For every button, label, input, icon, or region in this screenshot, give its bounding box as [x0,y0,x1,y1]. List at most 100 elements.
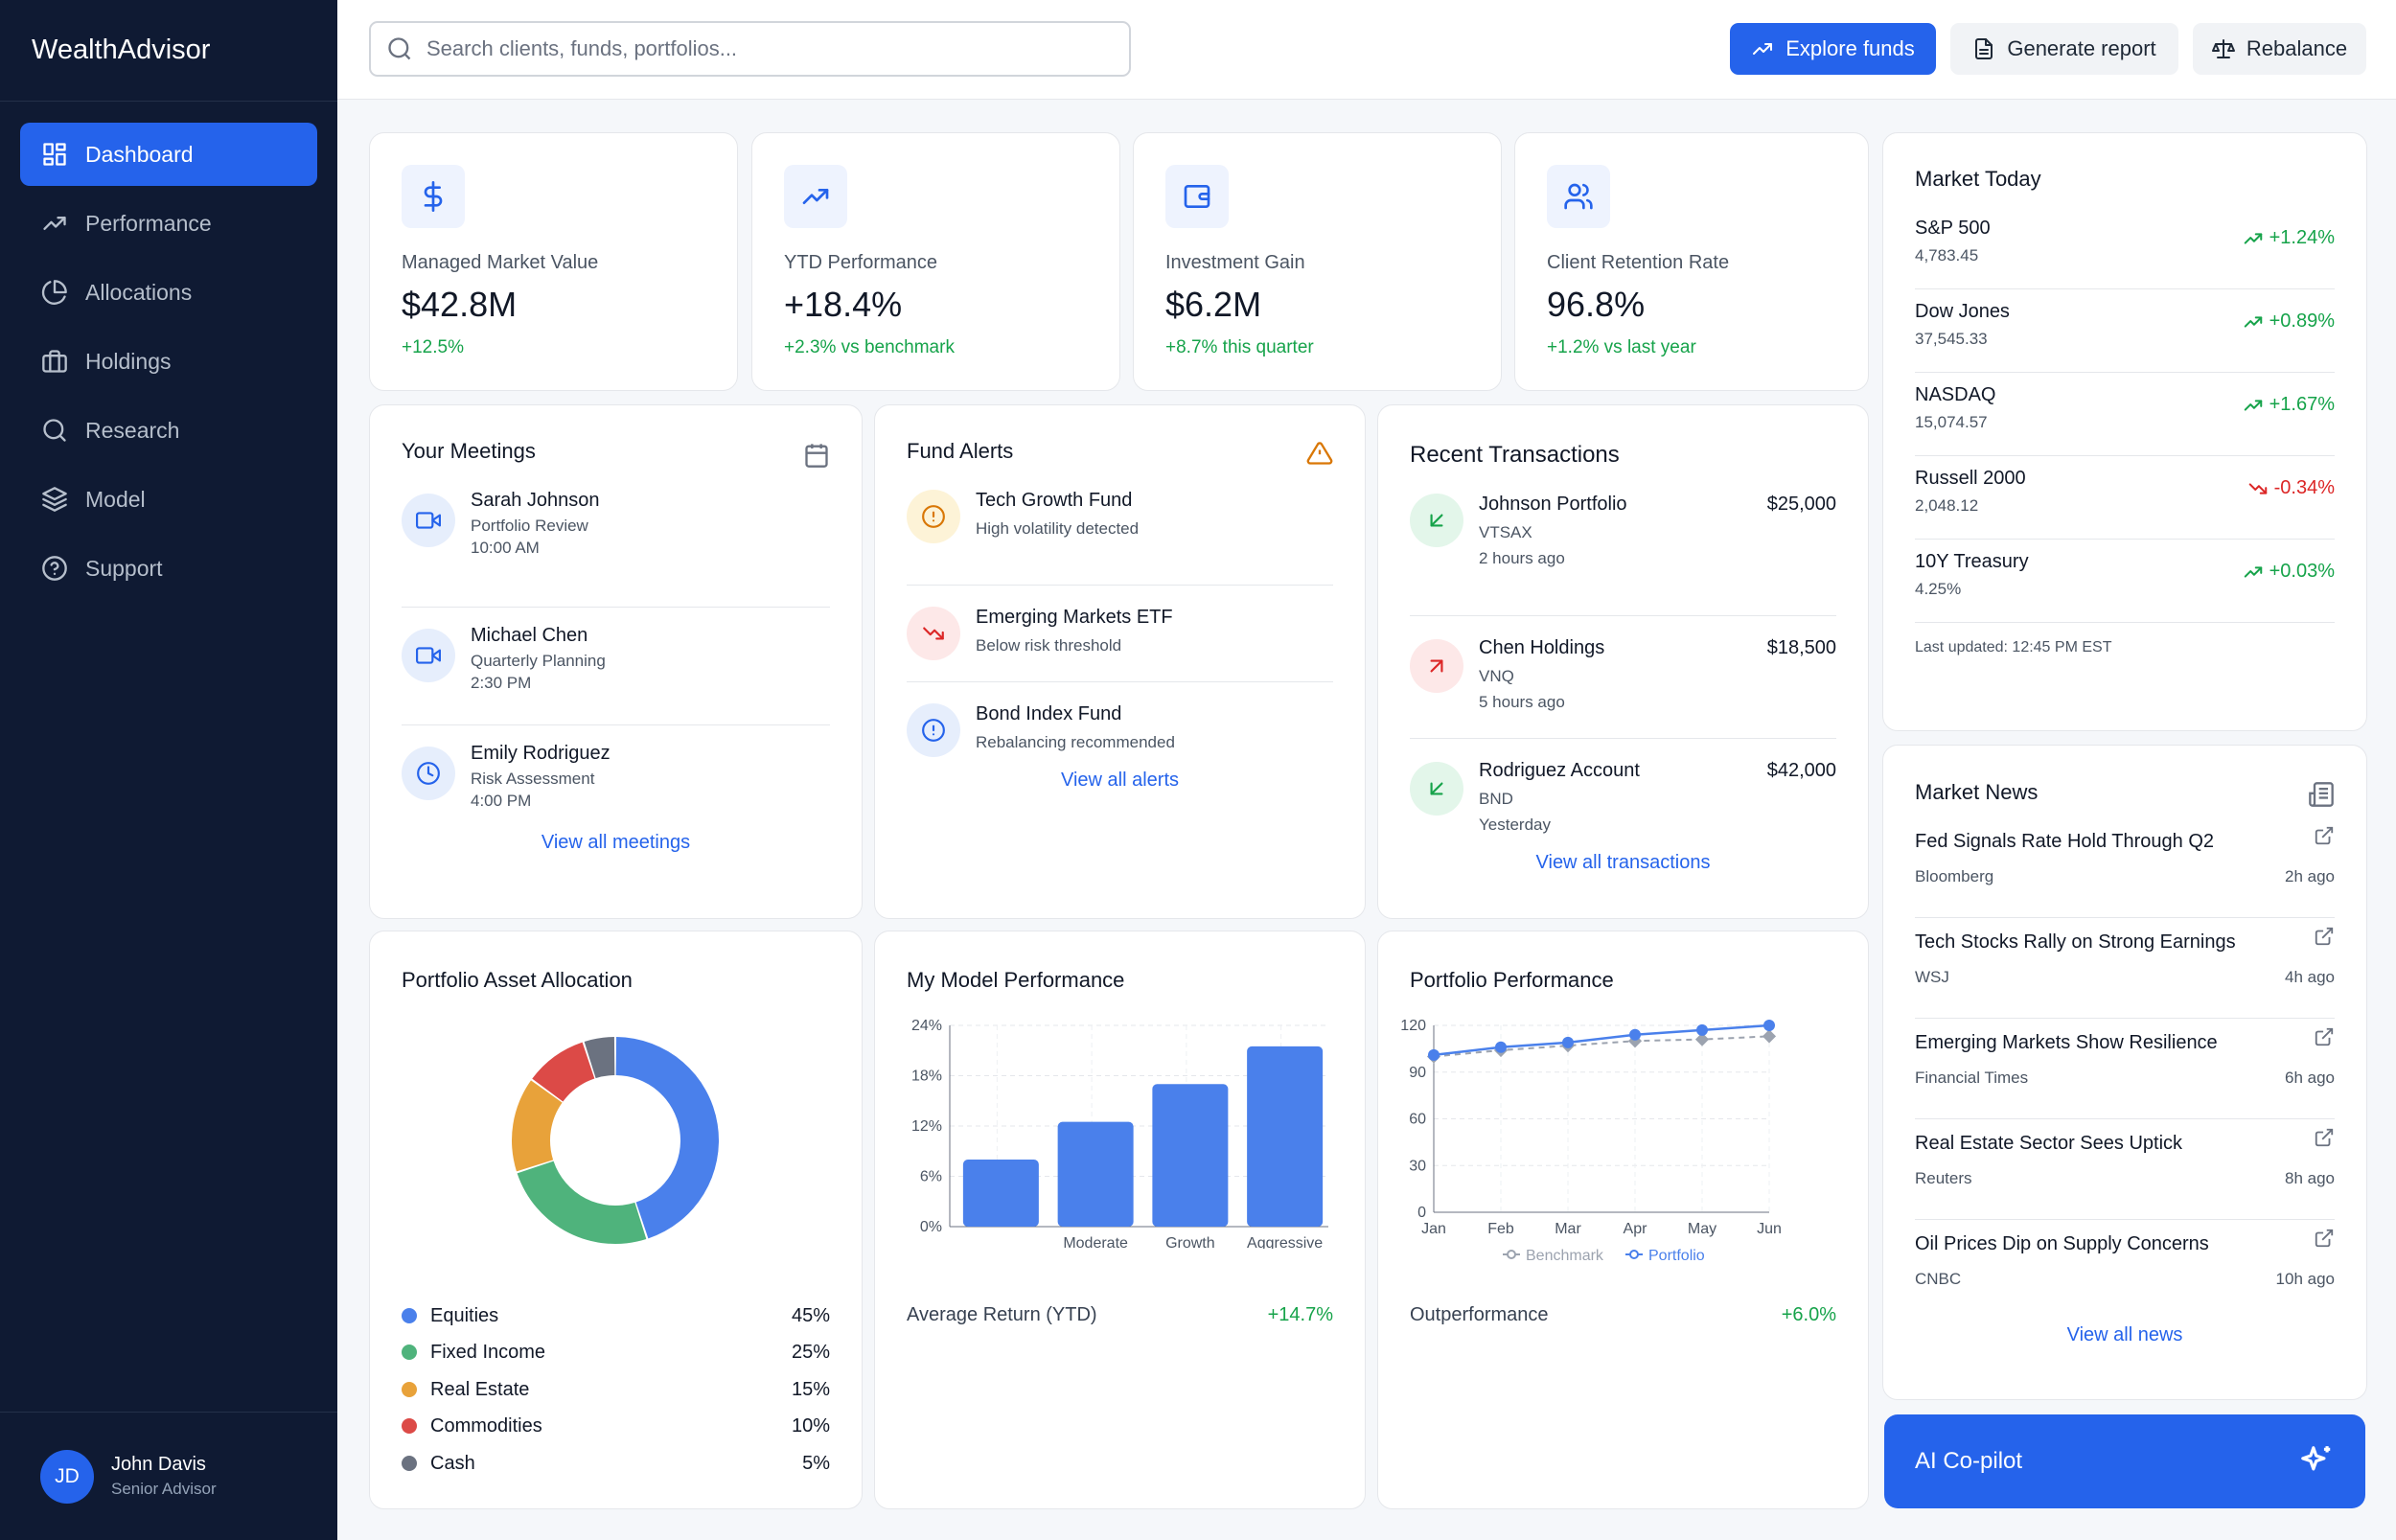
generate-report-button[interactable]: Generate report [1950,23,2178,75]
kpi-card-retention: Client Retention Rate 96.8% +1.2% vs las… [1514,132,1869,391]
transactions-card: Recent Transactions Johnson Portfolio VT… [1377,404,1869,919]
donut-slice-fixed-income[interactable] [517,1161,647,1244]
rebalance-button[interactable]: Rebalance [2193,23,2366,75]
sidebar-item-performance[interactable]: Performance [20,192,317,255]
view-all-meetings-link[interactable]: View all meetings [541,832,691,853]
donut-slice-commodities[interactable] [532,1042,595,1102]
transaction-item[interactable]: Chen Holdings VNQ 5 hours ago $18,500 [1410,616,1836,739]
bar[interactable] [962,1160,1039,1227]
bar[interactable] [1057,1121,1134,1227]
news-item[interactable]: Emerging Markets Show Resilience Financi… [1915,1019,2335,1119]
index-value: 4,783.45 [1915,246,1979,264]
sidebar-item-support[interactable]: Support [20,537,317,600]
alert-name: Bond Index Fund [976,703,1122,724]
legend-item-portfolio[interactable]: Portfolio [1625,1248,1705,1263]
external-link-icon[interactable] [2314,825,2335,846]
legend-marker [1507,1250,1516,1259]
news-item[interactable]: Fed Signals Rate Hold Through Q2 Bloombe… [1915,817,2335,918]
kpi-label: Investment Gain [1165,252,1305,273]
sidebar-item-allocations[interactable]: Allocations [20,261,317,324]
market-item[interactable]: Dow Jones 37,545.33 +0.89% [1915,289,2335,373]
news-source: Reuters [1915,1169,1972,1187]
data-point[interactable] [1696,1023,1708,1036]
rebalance-label: Rebalance [2246,36,2348,60]
index-change-value: +1.24% [2269,227,2335,248]
sidebar-item-holdings[interactable]: Holdings [20,330,317,393]
meeting-item[interactable]: Sarah Johnson Portfolio Review 10:00 AM [402,490,830,608]
sidebar-item-research[interactable]: Research [20,399,317,462]
view-all-alerts-link[interactable]: View all alerts [1060,770,1180,791]
legend-swatch [402,1456,417,1471]
sidebar-item-label: Performance [85,210,212,236]
y-tick-label: 24% [911,1018,942,1034]
data-point[interactable] [1562,1036,1574,1048]
video-icon [416,512,441,529]
x-tick-label: May [1688,1221,1716,1237]
alert-item[interactable]: Tech Growth Fund High volatility detecte… [907,490,1333,586]
user-profile[interactable]: JD John Davis Senior Advisor [0,1412,337,1540]
y-tick-label: 120 [1400,1018,1426,1034]
y-tick-label: 12% [911,1118,942,1135]
data-point[interactable] [1762,1029,1777,1044]
calendar-icon[interactable] [803,442,830,469]
ai-copilot-label: AI Co-pilot [1915,1448,2023,1474]
model-footer: Average Return (YTD) +14.7% [907,1304,1333,1326]
card-title: Fund Alerts [907,439,1014,463]
card-title: Market Today [1915,167,2041,191]
meeting-type: Quarterly Planning [471,652,606,670]
bar[interactable] [1152,1084,1229,1227]
transaction-text: Chen Holdings VNQ 5 hours ago [1479,637,1604,712]
sidebar-item-label: Holdings [85,348,172,374]
view-all-news-link[interactable]: View all news [2066,1324,2183,1345]
legend-value: 5% [802,1452,830,1474]
external-link-icon[interactable] [2314,1026,2335,1047]
kpi-change: +2.3% vs benchmark [784,337,955,357]
help-circle-icon [42,556,67,581]
news-item[interactable]: Tech Stocks Rally on Strong Earnings WSJ… [1915,918,2335,1019]
legend-item: Cash 5% [402,1445,830,1482]
x-tick-label: Apr [1624,1221,1648,1237]
donut-slice-equities[interactable] [615,1037,719,1239]
card-title: Portfolio Performance [1410,968,1614,992]
bar[interactable] [1247,1046,1324,1227]
view-all-transactions-link[interactable]: View all transactions [1535,852,1711,873]
data-point[interactable] [1694,1032,1710,1046]
y-tick-label: 0% [920,1219,942,1235]
search-box[interactable] [369,21,1131,77]
ai-copilot-button[interactable]: AI Co-pilot [1884,1414,2365,1508]
explore-funds-button[interactable]: Explore funds [1730,23,1936,75]
index-name: Russell 2000 [1915,468,2026,489]
market-item[interactable]: S&P 500 4,783.45 +1.24% [1915,206,2335,289]
news-item[interactable]: Real Estate Sector Sees Uptick Reuters 8… [1915,1119,2335,1220]
portfolio-performance-card: Portfolio Performance 0 30 60 90 120 Jan Feb Ma… [1377,931,1869,1509]
index-value: 15,074.57 [1915,413,1988,431]
external-link-icon[interactable] [2314,1127,2335,1148]
news-item[interactable]: Oil Prices Dip on Supply Concerns CNBC 1… [1915,1220,2335,1321]
sidebar-item-model[interactable]: Model [20,468,317,531]
portfolio-performance-line-chart: 0 30 60 90 120 Jan Feb Mar Apr May Jun Benchmark Por… [1400,1018,1782,1263]
alert-item[interactable]: Bond Index Fund Rebalancing recommended [907,682,1333,769]
external-link-icon[interactable] [2314,1228,2335,1249]
transaction-item[interactable]: Johnson Portfolio VTSAX 2 hours ago $25,… [1410,494,1836,616]
data-point[interactable] [1495,1041,1507,1053]
card-title: My Model Performance [907,968,1125,992]
search-input[interactable] [426,36,1117,61]
legend-label: Real Estate [430,1378,530,1400]
data-point[interactable] [1629,1028,1641,1041]
donut-slice-real-estate[interactable] [512,1080,563,1172]
external-link-icon[interactable] [2314,926,2335,947]
transaction-item[interactable]: Rodriguez Account BND Yesterday $42,000 [1410,739,1836,844]
data-point[interactable] [1428,1048,1440,1061]
warning-icon [1306,442,1333,465]
market-item[interactable]: 10Y Treasury 4.25% +0.03% [1915,540,2335,623]
sidebar-item-dashboard[interactable]: Dashboard [20,123,317,186]
meeting-item[interactable]: Emily Rodriguez Risk Assessment 4:00 PM [402,725,830,821]
legend-item-benchmark[interactable]: Benchmark [1503,1248,1604,1263]
meeting-item[interactable]: Michael Chen Quarterly Planning 2:30 PM [402,608,830,725]
market-item[interactable]: Russell 2000 2,048.12 -0.34% [1915,456,2335,540]
index-name: 10Y Treasury [1915,551,2029,572]
market-item[interactable]: NASDAQ 15,074.57 +1.67% [1915,373,2335,456]
donut-slice-cash[interactable] [584,1037,615,1079]
alert-item[interactable]: Emerging Markets ETF Below risk threshol… [907,586,1333,682]
data-point[interactable] [1763,1020,1775,1031]
